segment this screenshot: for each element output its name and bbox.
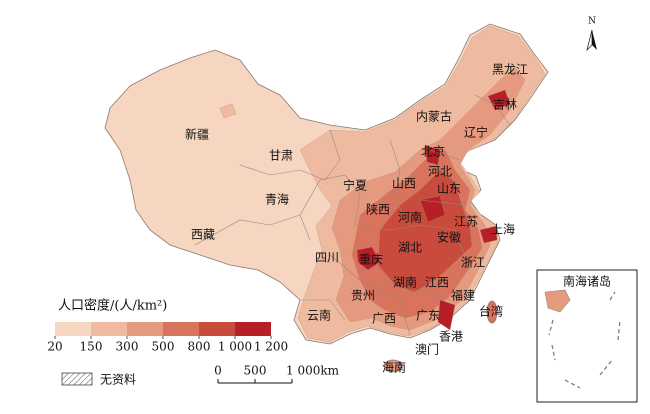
legend-break-label: 150 bbox=[80, 340, 103, 354]
scale-bar: 0 500 1 000km bbox=[214, 364, 340, 384]
legend-swatch bbox=[127, 322, 163, 336]
north-arrow-head bbox=[586, 29, 593, 52]
region-label: 辽宁 bbox=[464, 125, 488, 140]
legend-swatch bbox=[55, 322, 91, 336]
legend-break-label: 800 bbox=[188, 340, 211, 354]
region-label: 台湾 bbox=[479, 304, 503, 319]
province-border bbox=[354, 224, 456, 231]
province-border bbox=[474, 94, 511, 126]
north-arrow-head bbox=[592, 30, 597, 50]
region-label: 浙江 bbox=[461, 256, 485, 270]
legend-break-label: 20 bbox=[47, 340, 62, 354]
inset-land bbox=[544, 289, 571, 313]
region-label: 黑龙江 bbox=[492, 63, 528, 77]
density-zone bbox=[356, 89, 511, 331]
scale-label: 0 bbox=[214, 364, 222, 378]
legend-swatch bbox=[235, 322, 271, 336]
region-label: 广东 bbox=[416, 309, 440, 323]
region-label: 山西 bbox=[392, 177, 416, 191]
province-border bbox=[419, 149, 471, 271]
legend-swatch bbox=[91, 322, 127, 336]
density-zone bbox=[377, 169, 473, 293]
no-data-legend: 无资料 bbox=[61, 372, 136, 387]
province-border bbox=[389, 139, 411, 226]
region-label: 海南 bbox=[382, 360, 406, 375]
region-label: 安徽 bbox=[437, 230, 461, 245]
scale-label: 500 bbox=[244, 364, 267, 378]
region-label: 新疆 bbox=[185, 127, 209, 142]
north-arrow: N bbox=[586, 17, 597, 52]
region-label: 内蒙古 bbox=[416, 109, 452, 124]
region-label: 甘肃 bbox=[269, 149, 293, 163]
region-label: 吉林 bbox=[493, 98, 517, 112]
region-label: 江苏 bbox=[454, 215, 478, 229]
taiwan bbox=[486, 300, 498, 324]
region-label: 青海 bbox=[265, 192, 289, 207]
province-border bbox=[239, 129, 341, 181]
legend-swatch bbox=[199, 322, 235, 336]
north-label: N bbox=[588, 17, 596, 27]
region-label: 广西 bbox=[372, 312, 396, 326]
region-label: 湖南 bbox=[393, 275, 417, 290]
legend-break-label: 1 000 bbox=[218, 340, 252, 354]
legend-break-label: 1 200 bbox=[254, 340, 288, 354]
inset: 南海诸岛 bbox=[536, 269, 638, 403]
legend-break-label: 500 bbox=[152, 340, 175, 354]
legend-title: 人口密度/(人/km²) bbox=[58, 298, 167, 314]
region-label: 福建 bbox=[451, 288, 475, 303]
region-label: 山东 bbox=[437, 182, 461, 196]
province-border bbox=[300, 299, 411, 336]
legend-break-label: 300 bbox=[116, 340, 139, 354]
province-border bbox=[329, 254, 451, 301]
region-label: 北京 bbox=[421, 145, 445, 159]
region-label: 江西 bbox=[425, 276, 449, 290]
region-label: 湖北 bbox=[398, 240, 422, 255]
region-label: 四川 bbox=[315, 251, 339, 265]
region-label: 贵州 bbox=[351, 289, 375, 303]
region-label: 香港 bbox=[439, 330, 463, 344]
province-border bbox=[299, 174, 361, 226]
density-zone bbox=[219, 103, 237, 119]
legend-swatch bbox=[163, 322, 199, 336]
legend: 人口密度/(人/km²) 20 150 300 500 800 1 000 1 200 bbox=[47, 298, 288, 354]
inset-title: 南海诸岛 bbox=[563, 274, 611, 289]
region-label: 云南 bbox=[307, 308, 331, 323]
region-label: 澳门 bbox=[415, 342, 439, 357]
province-border bbox=[194, 214, 311, 246]
region-label: 陕西 bbox=[366, 202, 390, 217]
land bbox=[104, 23, 549, 373]
inset-frame bbox=[536, 269, 638, 403]
region-label: 河南 bbox=[398, 210, 422, 225]
no-data-swatch bbox=[61, 372, 93, 386]
no-data-label: 无资料 bbox=[100, 373, 136, 387]
region-label: 河北 bbox=[428, 165, 452, 179]
region-label: 宁夏 bbox=[343, 178, 367, 193]
nine-dash-line bbox=[548, 291, 621, 389]
scale-label: 1 000km bbox=[286, 364, 340, 378]
hainan bbox=[383, 359, 403, 373]
region-label: 西藏 bbox=[191, 228, 215, 242]
region-label: 重庆 bbox=[359, 253, 383, 267]
region-label: 上海 bbox=[491, 222, 515, 237]
